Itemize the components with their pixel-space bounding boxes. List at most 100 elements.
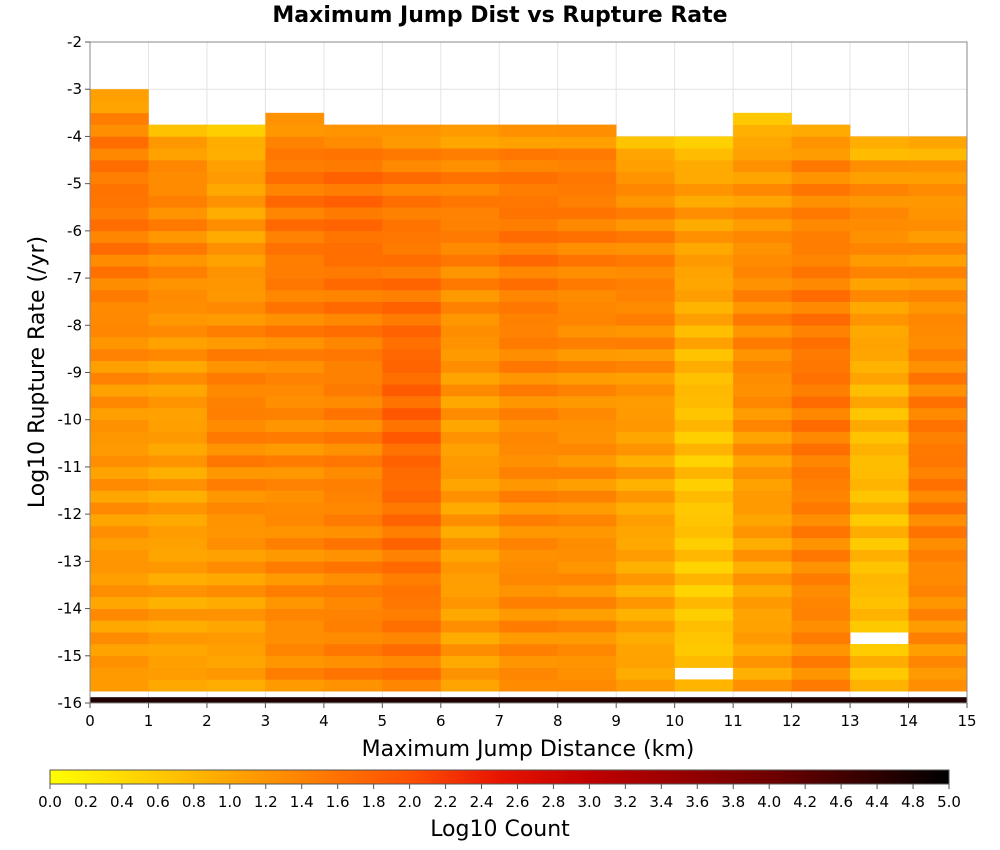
heatmap-cell: [499, 289, 559, 302]
y-tick-label: -11: [58, 458, 83, 476]
heatmap-cell: [206, 655, 266, 668]
heatmap-cell: [791, 242, 851, 255]
heatmap-cell: [440, 360, 500, 373]
heatmap-cell: [616, 278, 675, 291]
heatmap-cell: [616, 466, 675, 480]
heatmap-cell: [323, 431, 383, 444]
heatmap-cell: [90, 443, 149, 456]
heatmap-cell: [440, 549, 500, 562]
heatmap-cell: [265, 431, 325, 444]
heatmap-cell: [908, 667, 968, 680]
heatmap-cell: [850, 466, 909, 480]
heatmap-cell: [323, 301, 383, 314]
heatmap-cell: [90, 183, 149, 196]
heatmap-cell: [323, 679, 383, 692]
heatmap-cell-bottom: [440, 697, 500, 703]
heatmap-cell: [323, 254, 383, 267]
colorbar-tick-label: 3.0: [577, 793, 601, 811]
heatmap-cell: [850, 266, 909, 279]
heatmap-cell: [557, 596, 617, 609]
heatmap-cell: [90, 466, 149, 480]
heatmap-cell: [674, 596, 734, 609]
heatmap-cell: [148, 372, 208, 385]
heatmap-cell: [499, 136, 559, 149]
heatmap-cell: [90, 431, 149, 444]
heatmap-cell: [791, 431, 851, 444]
heatmap-cell: [90, 384, 149, 397]
heatmap-cell: [908, 584, 968, 598]
heatmap-cell: [616, 301, 675, 314]
heatmap-cell: [440, 643, 500, 657]
heatmap-cell: [733, 537, 792, 550]
heatmap-cell: [791, 502, 851, 515]
heatmap-cell: [499, 301, 559, 314]
heatmap-cell: [382, 171, 442, 184]
heatmap-cell: [791, 478, 851, 491]
colorbar-tick-label: 5.0: [937, 793, 961, 811]
heatmap-cell: [850, 313, 909, 326]
heatmap-cell: [499, 561, 559, 574]
heatmap-cell: [616, 632, 675, 645]
heatmap-cell: [557, 313, 617, 326]
heatmap-cell: [499, 160, 559, 173]
heatmap-cell: [323, 219, 383, 232]
heatmap-cell: [148, 478, 208, 491]
heatmap-cell: [499, 195, 559, 208]
heatmap-cell: [499, 525, 559, 539]
heatmap-cell: [616, 525, 675, 539]
heatmap-cell: [674, 502, 734, 515]
heatmap-cell: [850, 396, 909, 409]
heatmap-cell: [90, 525, 149, 539]
heatmap-cell: [440, 337, 500, 350]
heatmap-cell: [791, 490, 851, 503]
heatmap-cell: [382, 160, 442, 173]
heatmap-cell: [499, 514, 559, 527]
heatmap-cell-bottom: [499, 697, 559, 703]
heatmap-cell: [557, 148, 617, 161]
heatmap-cell: [265, 455, 325, 468]
heatmap-cell: [265, 372, 325, 385]
heatmap-cell: [323, 313, 383, 326]
x-axis-label: Maximum Jump Distance (km): [362, 737, 695, 762]
heatmap-cell: [616, 242, 675, 255]
heatmap-cell: [908, 514, 968, 527]
heatmap-cell: [206, 596, 266, 609]
heatmap-cell: [206, 372, 266, 385]
heatmap-cell: [616, 643, 675, 657]
heatmap-cell: [791, 632, 851, 645]
heatmap-cell: [148, 573, 208, 586]
heatmap-cell: [265, 278, 325, 291]
heatmap-cell: [674, 160, 734, 173]
heatmap-cell: [265, 195, 325, 208]
heatmap-cell: [148, 679, 208, 692]
heatmap-cell: [440, 478, 500, 491]
heatmap-cell: [323, 384, 383, 397]
heatmap-cell: [382, 514, 442, 527]
heatmap-cell: [557, 242, 617, 255]
heatmap-cell: [499, 502, 559, 515]
heatmap-cell: [265, 112, 325, 125]
heatmap-cell: [265, 407, 325, 421]
heatmap-cell: [265, 679, 325, 692]
heatmap-cell: [616, 230, 675, 243]
heatmap-cell: [499, 396, 559, 409]
heatmap-cell: [323, 396, 383, 409]
heatmap-cell: [90, 242, 149, 255]
heatmap-cell: [733, 195, 792, 208]
heatmap-cell: [616, 573, 675, 586]
heatmap-cell: [440, 219, 500, 232]
heatmap-cell: [440, 289, 500, 302]
heatmap-cell: [323, 195, 383, 208]
heatmap-cell: [557, 443, 617, 456]
heatmap-cell: [850, 455, 909, 468]
heatmap-cell: [850, 171, 909, 184]
heatmap-cell: [733, 372, 792, 385]
heatmap-cell: [616, 537, 675, 550]
heatmap-cell: [557, 124, 617, 137]
heatmap-cell: [440, 431, 500, 444]
heatmap-cell: [733, 112, 792, 125]
heatmap-cell: [616, 608, 675, 621]
heatmap-cell: [791, 466, 851, 480]
heatmap-cell: [616, 667, 675, 680]
heatmap-cell: [674, 455, 734, 468]
